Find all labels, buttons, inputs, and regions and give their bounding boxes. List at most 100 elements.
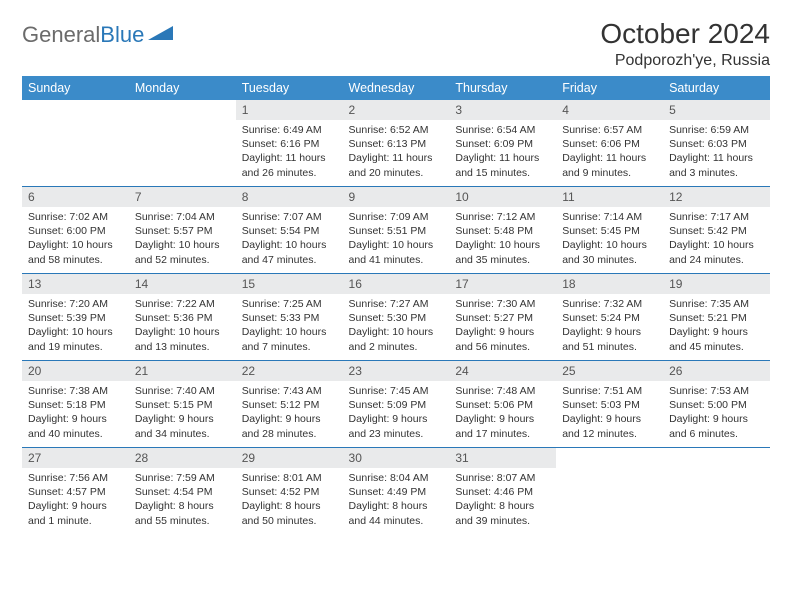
day-details: Sunrise: 7:02 AMSunset: 6:00 PMDaylight:… — [22, 207, 129, 271]
calendar-cell: 5Sunrise: 6:59 AMSunset: 6:03 PMDaylight… — [663, 100, 770, 187]
calendar-cell: 3Sunrise: 6:54 AMSunset: 6:09 PMDaylight… — [449, 100, 556, 187]
calendar-cell: 2Sunrise: 6:52 AMSunset: 6:13 PMDaylight… — [343, 100, 450, 187]
calendar-cell: 23Sunrise: 7:45 AMSunset: 5:09 PMDayligh… — [343, 361, 450, 448]
day-details: Sunrise: 7:09 AMSunset: 5:51 PMDaylight:… — [343, 207, 450, 271]
day-number: 28 — [129, 448, 236, 468]
day-number: 19 — [663, 274, 770, 294]
day-number: 11 — [556, 187, 663, 207]
day-details: Sunrise: 6:57 AMSunset: 6:06 PMDaylight:… — [556, 120, 663, 184]
weekday-header: Wednesday — [343, 76, 450, 100]
calendar-cell: 27Sunrise: 7:56 AMSunset: 4:57 PMDayligh… — [22, 448, 129, 535]
calendar-cell — [556, 448, 663, 535]
day-number: 1 — [236, 100, 343, 120]
header: GeneralBlue October 2024 Podporozh'ye, R… — [22, 18, 770, 70]
day-details: Sunrise: 7:14 AMSunset: 5:45 PMDaylight:… — [556, 207, 663, 271]
day-number: 3 — [449, 100, 556, 120]
day-number: 16 — [343, 274, 450, 294]
calendar-cell: 21Sunrise: 7:40 AMSunset: 5:15 PMDayligh… — [129, 361, 236, 448]
calendar-cell: 9Sunrise: 7:09 AMSunset: 5:51 PMDaylight… — [343, 187, 450, 274]
day-details: Sunrise: 6:52 AMSunset: 6:13 PMDaylight:… — [343, 120, 450, 184]
calendar-cell: 7Sunrise: 7:04 AMSunset: 5:57 PMDaylight… — [129, 187, 236, 274]
calendar-cell: 18Sunrise: 7:32 AMSunset: 5:24 PMDayligh… — [556, 274, 663, 361]
weekday-header: Friday — [556, 76, 663, 100]
day-number: 2 — [343, 100, 450, 120]
weekday-header: Sunday — [22, 76, 129, 100]
day-number: 23 — [343, 361, 450, 381]
day-details: Sunrise: 8:07 AMSunset: 4:46 PMDaylight:… — [449, 468, 556, 532]
day-details: Sunrise: 7:53 AMSunset: 5:00 PMDaylight:… — [663, 381, 770, 445]
day-details: Sunrise: 7:20 AMSunset: 5:39 PMDaylight:… — [22, 294, 129, 358]
calendar-row: 6Sunrise: 7:02 AMSunset: 6:00 PMDaylight… — [22, 187, 770, 274]
day-number: 7 — [129, 187, 236, 207]
day-details: Sunrise: 7:56 AMSunset: 4:57 PMDaylight:… — [22, 468, 129, 532]
calendar-cell: 15Sunrise: 7:25 AMSunset: 5:33 PMDayligh… — [236, 274, 343, 361]
day-details: Sunrise: 7:12 AMSunset: 5:48 PMDaylight:… — [449, 207, 556, 271]
day-details: Sunrise: 7:07 AMSunset: 5:54 PMDaylight:… — [236, 207, 343, 271]
calendar-cell: 17Sunrise: 7:30 AMSunset: 5:27 PMDayligh… — [449, 274, 556, 361]
logo-triangle-icon — [148, 25, 174, 46]
month-title: October 2024 — [600, 18, 770, 50]
day-details: Sunrise: 7:17 AMSunset: 5:42 PMDaylight:… — [663, 207, 770, 271]
calendar-cell: 12Sunrise: 7:17 AMSunset: 5:42 PMDayligh… — [663, 187, 770, 274]
logo-word-1: General — [22, 22, 100, 47]
calendar-row: 13Sunrise: 7:20 AMSunset: 5:39 PMDayligh… — [22, 274, 770, 361]
day-number: 27 — [22, 448, 129, 468]
day-number: 15 — [236, 274, 343, 294]
location: Podporozh'ye, Russia — [600, 52, 770, 70]
day-number: 5 — [663, 100, 770, 120]
calendar-row: 20Sunrise: 7:38 AMSunset: 5:18 PMDayligh… — [22, 361, 770, 448]
day-number: 24 — [449, 361, 556, 381]
calendar-cell: 25Sunrise: 7:51 AMSunset: 5:03 PMDayligh… — [556, 361, 663, 448]
day-details: Sunrise: 6:59 AMSunset: 6:03 PMDaylight:… — [663, 120, 770, 184]
day-number: 9 — [343, 187, 450, 207]
logo: GeneralBlue — [22, 18, 174, 48]
weekday-header: Thursday — [449, 76, 556, 100]
day-details: Sunrise: 7:32 AMSunset: 5:24 PMDaylight:… — [556, 294, 663, 358]
calendar-cell — [129, 100, 236, 187]
day-number: 12 — [663, 187, 770, 207]
day-details: Sunrise: 8:04 AMSunset: 4:49 PMDaylight:… — [343, 468, 450, 532]
calendar-cell: 4Sunrise: 6:57 AMSunset: 6:06 PMDaylight… — [556, 100, 663, 187]
day-number: 29 — [236, 448, 343, 468]
calendar-cell: 20Sunrise: 7:38 AMSunset: 5:18 PMDayligh… — [22, 361, 129, 448]
calendar-table: SundayMondayTuesdayWednesdayThursdayFrid… — [22, 76, 770, 534]
calendar-row: 27Sunrise: 7:56 AMSunset: 4:57 PMDayligh… — [22, 448, 770, 535]
weekday-header: Saturday — [663, 76, 770, 100]
calendar-cell: 10Sunrise: 7:12 AMSunset: 5:48 PMDayligh… — [449, 187, 556, 274]
day-details: Sunrise: 7:35 AMSunset: 5:21 PMDaylight:… — [663, 294, 770, 358]
calendar-body: 1Sunrise: 6:49 AMSunset: 6:16 PMDaylight… — [22, 100, 770, 534]
calendar-cell: 11Sunrise: 7:14 AMSunset: 5:45 PMDayligh… — [556, 187, 663, 274]
day-details: Sunrise: 7:40 AMSunset: 5:15 PMDaylight:… — [129, 381, 236, 445]
day-details: Sunrise: 7:45 AMSunset: 5:09 PMDaylight:… — [343, 381, 450, 445]
day-details: Sunrise: 7:38 AMSunset: 5:18 PMDaylight:… — [22, 381, 129, 445]
calendar-cell: 24Sunrise: 7:48 AMSunset: 5:06 PMDayligh… — [449, 361, 556, 448]
day-number: 10 — [449, 187, 556, 207]
weekday-header-row: SundayMondayTuesdayWednesdayThursdayFrid… — [22, 76, 770, 100]
day-details: Sunrise: 6:49 AMSunset: 6:16 PMDaylight:… — [236, 120, 343, 184]
calendar-cell: 1Sunrise: 6:49 AMSunset: 6:16 PMDaylight… — [236, 100, 343, 187]
title-block: October 2024 Podporozh'ye, Russia — [600, 18, 770, 70]
day-number: 22 — [236, 361, 343, 381]
day-number: 30 — [343, 448, 450, 468]
logo-word-2: Blue — [100, 22, 144, 47]
calendar-cell: 8Sunrise: 7:07 AMSunset: 5:54 PMDaylight… — [236, 187, 343, 274]
calendar-cell — [663, 448, 770, 535]
logo-text: GeneralBlue — [22, 22, 144, 48]
calendar-row: 1Sunrise: 6:49 AMSunset: 6:16 PMDaylight… — [22, 100, 770, 187]
calendar-cell: 19Sunrise: 7:35 AMSunset: 5:21 PMDayligh… — [663, 274, 770, 361]
day-details: Sunrise: 7:25 AMSunset: 5:33 PMDaylight:… — [236, 294, 343, 358]
calendar-cell: 31Sunrise: 8:07 AMSunset: 4:46 PMDayligh… — [449, 448, 556, 535]
weekday-header: Monday — [129, 76, 236, 100]
day-number: 6 — [22, 187, 129, 207]
day-number: 21 — [129, 361, 236, 381]
day-details: Sunrise: 7:22 AMSunset: 5:36 PMDaylight:… — [129, 294, 236, 358]
day-details: Sunrise: 7:43 AMSunset: 5:12 PMDaylight:… — [236, 381, 343, 445]
calendar-cell: 28Sunrise: 7:59 AMSunset: 4:54 PMDayligh… — [129, 448, 236, 535]
day-number: 26 — [663, 361, 770, 381]
calendar-cell: 16Sunrise: 7:27 AMSunset: 5:30 PMDayligh… — [343, 274, 450, 361]
calendar-cell: 13Sunrise: 7:20 AMSunset: 5:39 PMDayligh… — [22, 274, 129, 361]
weekday-header: Tuesday — [236, 76, 343, 100]
calendar-cell: 6Sunrise: 7:02 AMSunset: 6:00 PMDaylight… — [22, 187, 129, 274]
day-number: 13 — [22, 274, 129, 294]
day-details: Sunrise: 7:04 AMSunset: 5:57 PMDaylight:… — [129, 207, 236, 271]
